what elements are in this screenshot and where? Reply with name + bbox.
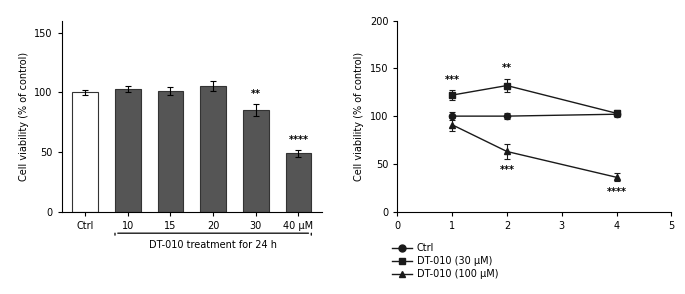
Y-axis label: Cell viability (% of control): Cell viability (% of control) <box>354 51 364 181</box>
Legend: Ctrl, DT-010 (30 μM), DT-010 (100 μM): Ctrl, DT-010 (30 μM), DT-010 (100 μM) <box>388 240 502 283</box>
Text: ****: **** <box>606 187 627 197</box>
Y-axis label: Cell viability (% of control): Cell viability (% of control) <box>18 51 29 181</box>
Bar <box>158 91 184 212</box>
Text: ****: **** <box>288 135 308 145</box>
Text: **: ** <box>502 63 512 73</box>
Bar <box>243 110 269 212</box>
Text: ***: *** <box>445 75 460 85</box>
Text: ***: *** <box>499 165 514 175</box>
Bar <box>115 89 140 212</box>
Text: **: ** <box>251 89 261 99</box>
Bar <box>286 153 311 212</box>
Text: DT-010 treatment for 24 h: DT-010 treatment for 24 h <box>149 240 277 250</box>
Bar <box>73 92 98 212</box>
Bar <box>200 86 226 212</box>
